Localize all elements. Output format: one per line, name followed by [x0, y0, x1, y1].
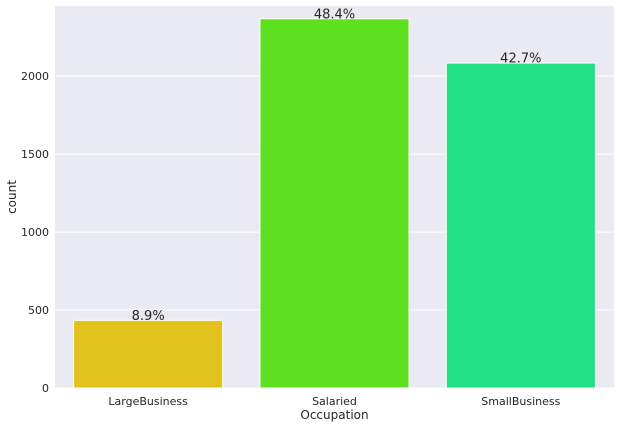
bar-largebusiness	[73, 319, 224, 389]
bar-data-label: 48.4%	[314, 7, 355, 22]
y-tick-label: 1000	[21, 226, 49, 239]
x-tick-label: SmallBusiness	[481, 395, 560, 408]
bar-data-label: 42.7%	[500, 52, 541, 67]
x-axis-label: Occupation	[300, 408, 368, 422]
y-tick-label: 500	[28, 304, 49, 317]
bar-smallbusiness	[445, 62, 596, 389]
x-tick-label: LargeBusiness	[108, 395, 188, 408]
x-tick-label: Salaried	[312, 395, 357, 408]
y-tick-label: 0	[42, 382, 49, 395]
data-labels: 8.9% 48.4% 42.7%	[132, 7, 542, 324]
bars	[73, 18, 596, 389]
bar-data-label: 8.9%	[132, 309, 165, 324]
y-tick-labels: 0 500 1000 1500 2000	[21, 70, 49, 395]
y-tick-label: 2000	[21, 70, 49, 83]
bar-salaried	[259, 18, 410, 389]
y-axis-label: count	[5, 180, 19, 214]
y-tick-label: 1500	[21, 148, 49, 161]
x-tick-labels: LargeBusiness Salaried SmallBusiness	[108, 395, 560, 408]
